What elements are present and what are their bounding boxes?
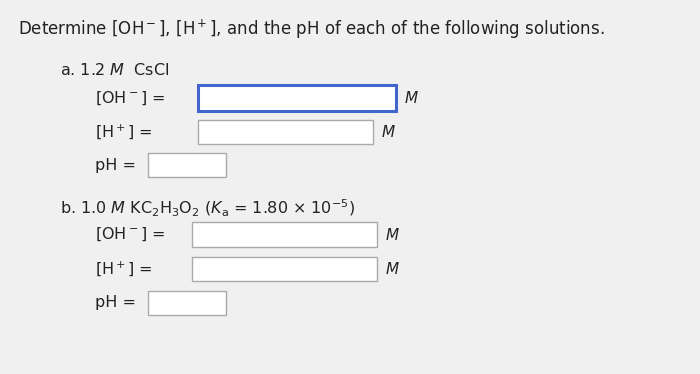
Text: $M$: $M$ — [404, 90, 419, 106]
Text: b. 1.0 $\mathit{M}$ KC$_2$H$_3$O$_2$ ($K_\mathrm{a}$ = 1.80 × 10$^{-5}$): b. 1.0 $\mathit{M}$ KC$_2$H$_3$O$_2$ ($K… — [60, 198, 355, 219]
Text: $M$: $M$ — [385, 261, 400, 277]
Text: a. 1.2 $\mathit{M}$  CsCl: a. 1.2 $\mathit{M}$ CsCl — [60, 62, 169, 78]
FancyBboxPatch shape — [148, 153, 226, 177]
Text: $[\mathrm{OH}^-]$ =: $[\mathrm{OH}^-]$ = — [95, 226, 165, 243]
Text: pH =: pH = — [95, 157, 136, 172]
Text: $[\mathrm{OH}^-]$ =: $[\mathrm{OH}^-]$ = — [95, 89, 165, 107]
FancyBboxPatch shape — [192, 257, 377, 281]
Text: $[\mathrm{H}^+]$ =: $[\mathrm{H}^+]$ = — [95, 123, 153, 141]
Text: $M$: $M$ — [385, 227, 400, 242]
Text: $[\mathrm{H}^+]$ =: $[\mathrm{H}^+]$ = — [95, 260, 153, 278]
Text: $M$: $M$ — [381, 124, 395, 140]
FancyBboxPatch shape — [198, 120, 373, 144]
Text: pH =: pH = — [95, 295, 136, 310]
FancyBboxPatch shape — [198, 85, 396, 111]
FancyBboxPatch shape — [192, 222, 377, 247]
FancyBboxPatch shape — [148, 291, 226, 315]
Text: Determine $[\mathrm{OH}^-]$, $[\mathrm{H}^+]$, and the pH of each of the followi: Determine $[\mathrm{OH}^-]$, $[\mathrm{H… — [18, 18, 605, 41]
